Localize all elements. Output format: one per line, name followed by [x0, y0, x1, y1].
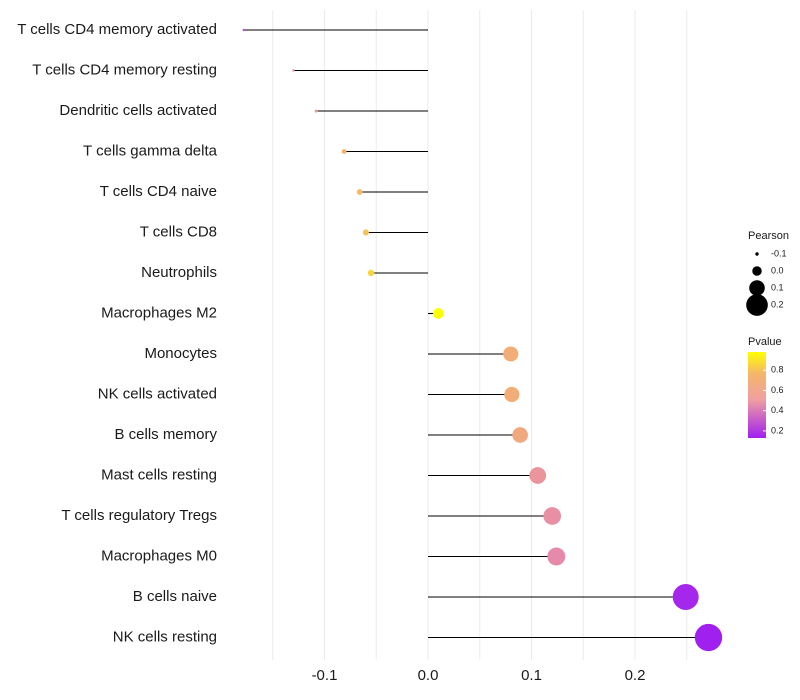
x-tick-labels: -0.1 0.0 0.1 0.2: [312, 667, 646, 684]
category-label: T cells CD4 memory resting: [32, 61, 217, 78]
lollipop-point: [341, 149, 347, 154]
lollipop-point: [672, 584, 699, 610]
category-label: Macrophages M2: [101, 304, 217, 321]
lollipop-point: [242, 28, 245, 32]
category-label: T cells CD4 memory activated: [17, 21, 217, 38]
x-tick-label: -0.1: [312, 667, 338, 684]
legend-pearson-key: [752, 266, 762, 276]
lollipop-point: [292, 69, 295, 72]
category-labels: T cells CD4 memory activated T cells CD4 …: [17, 21, 217, 646]
lollipop-point: [504, 386, 520, 403]
category-label: B cells naive: [133, 588, 217, 605]
legend-pearson-label: 0.0: [771, 265, 784, 275]
x-tick-label: 0.0: [418, 667, 439, 684]
category-label: T cells regulatory Tregs: [61, 507, 217, 524]
category-label: Mast cells resting: [101, 466, 217, 483]
lollipop-point: [503, 346, 519, 362]
lollipop-point: [529, 467, 547, 484]
lollipop-point: [512, 427, 528, 443]
stems: [243, 29, 709, 639]
lollipop-point: [356, 189, 363, 195]
lollipop-point: [543, 507, 562, 525]
category-label: T cells CD8: [140, 223, 217, 240]
legend-pvalue: Pvalue 0.8 0.6 0.4 0.2: [748, 336, 784, 438]
category-label: Dendritic cells activated: [59, 102, 217, 119]
category-label: Macrophages M0: [101, 547, 217, 564]
grid-lines: [272, 10, 688, 660]
legend-pearson-key: [749, 280, 765, 296]
points: [242, 28, 723, 652]
category-label: NK cells resting: [113, 628, 217, 645]
legend-pvalue-label: 0.2: [771, 425, 784, 435]
x-tick-label: 0.1: [521, 667, 542, 684]
lollipop-point: [362, 229, 369, 236]
legend-pvalue-label: 0.6: [771, 385, 784, 395]
lollipop-point: [433, 308, 444, 319]
legend-pearson-title: Pearson: [748, 230, 789, 242]
legend-pearson-key: [755, 252, 759, 256]
category-label: NK cells activated: [98, 385, 217, 402]
legend-pearson: Pearson -0.1 0.0 0.1 0.2: [746, 230, 789, 316]
category-label: Monocytes: [144, 345, 217, 362]
legend-pearson-key: [746, 294, 768, 316]
category-label: T cells gamma delta: [83, 142, 218, 159]
legend-pvalue-title: Pvalue: [748, 336, 782, 348]
lollipop-point: [547, 547, 566, 566]
lollipop-point: [314, 109, 318, 113]
category-label: Neutrophils: [141, 264, 217, 281]
x-tick-label: 0.2: [625, 667, 646, 684]
legend-pearson-label: 0.2: [771, 299, 784, 309]
legend-pearson-label: 0.1: [771, 282, 784, 292]
category-label: B cells memory: [114, 426, 217, 443]
legend-pvalue-label: 0.8: [771, 365, 784, 375]
category-label: T cells CD4 naive: [100, 183, 217, 200]
legend-pearson-label: -0.1: [771, 248, 787, 258]
lollipop-point: [367, 269, 375, 277]
lollipop-point: [694, 623, 723, 652]
legend-pvalue-label: 0.4: [771, 405, 784, 415]
legend-pvalue-colorbar: [748, 352, 766, 438]
